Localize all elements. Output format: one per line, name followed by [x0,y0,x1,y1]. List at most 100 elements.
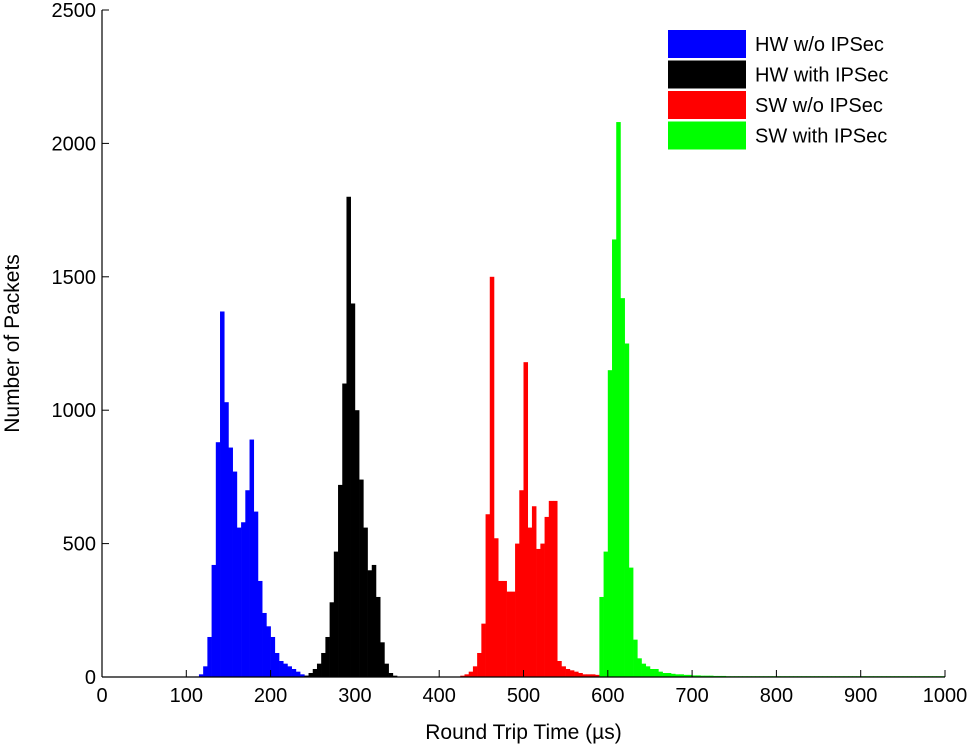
y-tick-label: 1500 [52,267,97,289]
histogram-bar [633,639,638,677]
histogram-bar [502,580,507,677]
histogram-bar [388,672,394,677]
histogram-bar [641,663,647,677]
histogram-bar [266,626,271,677]
histogram-bar [683,674,689,677]
histogram-bar [620,298,625,677]
histogram-bar [531,506,537,677]
histogram-bar [367,570,373,677]
histogram-bar [544,516,550,677]
histogram-bar [616,122,621,677]
histogram-bar [671,673,676,677]
histogram-bar [316,663,322,677]
histogram-bar [624,343,630,677]
histogram-bar [523,362,529,677]
histogram-bar [666,672,672,677]
histogram-bar [270,636,276,677]
histogram-bar [599,596,604,677]
histogram-bar [498,580,503,677]
histogram-bar [628,567,634,677]
histogram-bar [586,674,592,677]
histogram-bar [519,490,524,677]
histogram-bar [493,538,499,677]
histogram-bar [679,674,684,677]
histogram-bar [312,668,318,677]
series-1-bars [304,196,398,677]
histogram-bar [595,674,600,677]
histogram-bar [354,410,360,677]
legend-swatch [668,30,746,58]
histogram-bar [274,652,280,677]
x-tick-label: 900 [844,685,877,707]
x-tick-label: 800 [760,685,793,707]
series-0-bars [194,311,309,677]
histogram-bar [515,543,520,677]
legend: HW w/o IPSec HW with IPSec SW w/o IPSec SW … [666,28,936,158]
histogram-bar [279,660,284,677]
histogram-bar [645,666,651,677]
x-tick-label: 600 [591,685,624,707]
y-tick-label: 500 [63,534,96,556]
histogram-bar [675,674,680,677]
histogram-bar [392,675,398,677]
histogram-bar [603,551,609,677]
histogram-bar [232,471,238,677]
x-tick-label: 100 [170,685,203,707]
histogram-bar [527,527,533,677]
histogram-bar [540,543,545,677]
histogram-bar [607,370,613,677]
histogram-bar [350,303,356,677]
histogram-bar [207,636,212,677]
legend-label: HW w/o IPSec [755,34,884,56]
histogram-bar [224,402,229,677]
histogram-bar [704,675,710,677]
histogram-bar [687,674,693,677]
histogram-bar [590,674,596,677]
histogram-bar [295,671,301,677]
histogram-bar [472,666,478,677]
histogram-bar [557,660,562,677]
x-tick-label: 0 [96,685,107,707]
x-ticks: 0 100 200 300 400 500 600 700 800 900 1000 [96,670,967,707]
x-tick-label: 200 [254,685,287,707]
legend-label: SW w/o IPSec [755,95,883,117]
histogram-bar [700,675,706,677]
histogram-bar [359,479,364,677]
histogram-bar [211,564,217,677]
histogram-bar [300,674,305,677]
histogram-bar [485,514,491,677]
histogram-bar [481,623,486,677]
histogram-bar [262,612,267,677]
y-tick-label: 0 [85,667,96,689]
histogram-bar [308,672,314,677]
x-tick-label: 300 [338,685,371,707]
histogram-bar [637,658,642,677]
x-tick-label: 1000 [923,685,968,707]
histogram-bar [536,548,541,677]
histogram-bar [236,527,242,677]
histogram-bar [220,311,225,677]
histogram-bar [692,675,697,677]
histogram-bar [228,447,233,677]
histogram-bar [325,636,330,677]
histogram-bar [304,675,309,677]
histogram-bar [468,671,474,677]
histogram-bar [380,642,385,677]
histogram-bar [333,551,339,677]
histogram-bar [662,672,668,677]
histogram-bar [649,668,655,677]
histogram-bar [477,652,482,677]
histogram-bar [245,490,250,677]
histogram-bar [371,564,377,677]
y-tick-label: 2000 [52,133,97,155]
y-tick-label: 2500 [52,0,97,22]
histogram-bar [460,675,465,677]
histogram-bar [249,439,255,677]
histogram-bar [506,591,512,677]
histogram-bar [203,666,208,677]
histogram-bar [291,668,297,677]
histogram-bar [569,670,575,677]
histogram-bar [215,442,221,677]
histogram-bar [582,674,588,677]
